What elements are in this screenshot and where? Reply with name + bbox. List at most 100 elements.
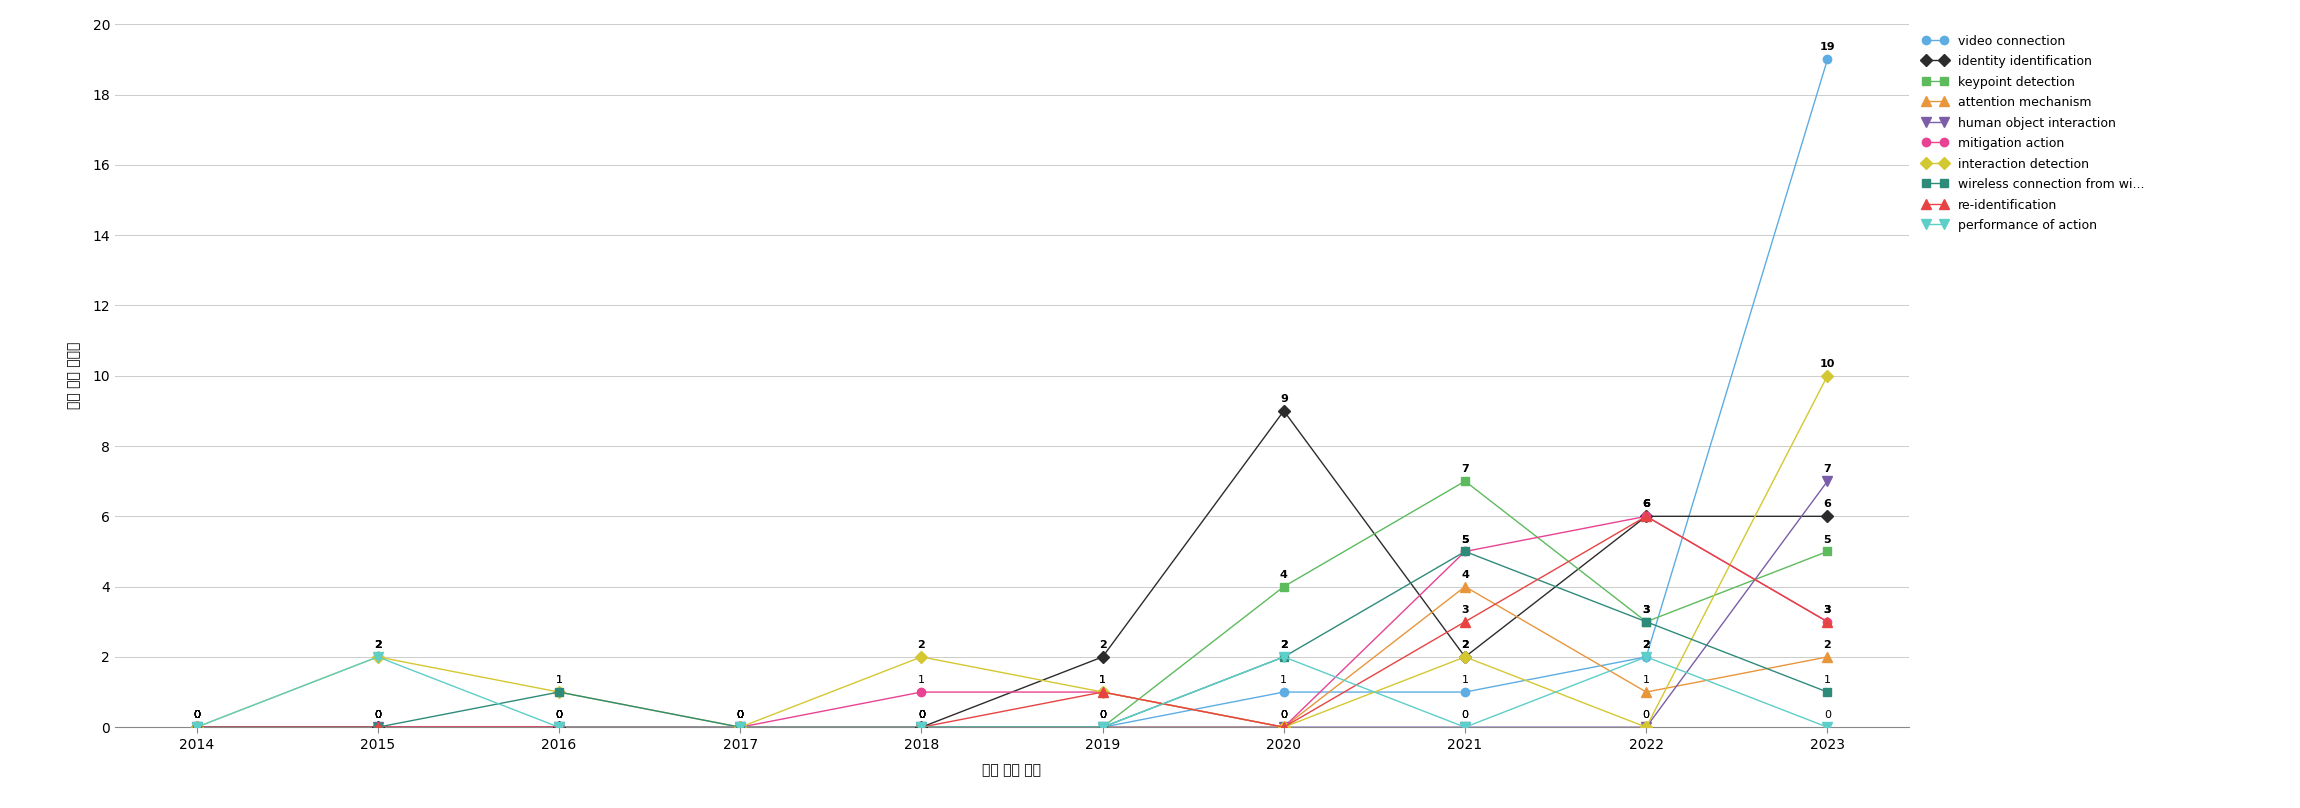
Text: 0: 0	[193, 710, 200, 720]
performance of action	[1270, 652, 1297, 662]
Line: keypoint detection: keypoint detection	[193, 477, 1831, 731]
video connection	[1815, 55, 1842, 65]
Text: 0: 0	[1460, 710, 1467, 720]
wireless connection from wi...	[1633, 617, 1661, 627]
performance of action	[727, 722, 754, 732]
video connection	[363, 722, 391, 732]
keypoint detection	[545, 722, 573, 732]
Text: 0: 0	[918, 710, 925, 720]
Text: 2: 2	[375, 640, 382, 650]
keypoint detection	[1451, 476, 1479, 486]
re-identification	[727, 722, 754, 732]
X-axis label: 특허 발행 연도: 특허 발행 연도	[982, 763, 1042, 776]
identity identification	[182, 722, 209, 732]
attention mechanism	[363, 722, 391, 732]
Text: 10: 10	[1819, 359, 1835, 368]
Text: 1: 1	[557, 675, 564, 685]
performance of action	[363, 652, 391, 662]
Text: 0: 0	[193, 710, 200, 720]
Text: 0: 0	[557, 710, 564, 720]
identity identification	[545, 722, 573, 732]
video connection	[1451, 687, 1479, 696]
Line: human object interaction: human object interaction	[191, 476, 1833, 732]
Text: 0: 0	[193, 710, 200, 720]
wireless connection from wi...	[182, 722, 209, 732]
Text: 1: 1	[918, 675, 925, 685]
keypoint detection	[1088, 722, 1116, 732]
video connection	[545, 722, 573, 732]
Text: 0: 0	[375, 710, 382, 720]
Text: 0: 0	[193, 710, 200, 720]
Legend: video connection, identity identification, keypoint detection, attention mechani: video connection, identity identificatio…	[1918, 31, 2148, 236]
re-identification	[1270, 722, 1297, 732]
Text: 1: 1	[1099, 675, 1106, 685]
performance of action	[908, 722, 936, 732]
Text: 0: 0	[918, 710, 925, 720]
Text: 0: 0	[375, 710, 382, 720]
interaction detection	[545, 687, 573, 696]
Text: 3: 3	[1642, 605, 1649, 615]
video connection	[1270, 687, 1297, 696]
Text: 0: 0	[193, 710, 200, 720]
Text: 6: 6	[1824, 499, 1831, 509]
Text: 2: 2	[375, 640, 382, 650]
identity identification	[1451, 652, 1479, 662]
keypoint detection	[908, 722, 936, 732]
Line: wireless connection from wi...: wireless connection from wi...	[193, 547, 1831, 731]
keypoint detection	[1633, 617, 1661, 627]
Text: 6: 6	[1642, 499, 1649, 509]
Y-axis label: 특허 등록 공개력: 특허 등록 공개력	[67, 342, 80, 410]
Text: 3: 3	[1642, 605, 1649, 615]
identity identification	[1088, 652, 1116, 662]
Text: 0: 0	[557, 710, 564, 720]
Text: 0: 0	[736, 710, 743, 720]
Text: 0: 0	[375, 710, 382, 720]
Text: 0: 0	[1099, 710, 1106, 720]
attention mechanism	[1815, 652, 1842, 662]
Text: 0: 0	[1281, 710, 1288, 720]
identity identification	[1633, 511, 1661, 521]
human object interaction	[1088, 722, 1116, 732]
Text: 2: 2	[1279, 640, 1288, 650]
mitigation action	[1088, 687, 1116, 696]
Text: 0: 0	[375, 710, 382, 720]
interaction detection	[1633, 722, 1661, 732]
Text: 0: 0	[1281, 710, 1288, 720]
Text: 1: 1	[1099, 675, 1106, 685]
Text: 1: 1	[557, 675, 564, 685]
wireless connection from wi...	[908, 722, 936, 732]
Text: 3: 3	[1824, 605, 1831, 615]
re-identification	[908, 722, 936, 732]
Text: 2: 2	[1642, 640, 1649, 650]
Text: 2: 2	[1099, 640, 1106, 650]
Text: 0: 0	[1281, 710, 1288, 720]
Text: 0: 0	[375, 710, 382, 720]
re-identification	[1088, 687, 1116, 696]
performance of action	[545, 722, 573, 732]
interaction detection	[1270, 722, 1297, 732]
interaction detection	[1451, 652, 1479, 662]
Text: 2: 2	[1279, 640, 1288, 650]
mitigation action	[363, 722, 391, 732]
wireless connection from wi...	[363, 722, 391, 732]
human object interaction	[1633, 722, 1661, 732]
Text: 2: 2	[1824, 640, 1831, 650]
interaction detection	[1815, 371, 1842, 381]
human object interaction	[1270, 722, 1297, 732]
wireless connection from wi...	[727, 722, 754, 732]
Text: 0: 0	[1642, 710, 1649, 720]
Text: 0: 0	[918, 710, 925, 720]
video connection	[727, 722, 754, 732]
wireless connection from wi...	[545, 687, 573, 696]
Text: 0: 0	[557, 710, 564, 720]
video connection	[182, 722, 209, 732]
Text: 9: 9	[1279, 394, 1288, 404]
keypoint detection	[727, 722, 754, 732]
wireless connection from wi...	[1815, 687, 1842, 696]
Text: 0: 0	[736, 710, 743, 720]
Text: 0: 0	[918, 710, 925, 720]
Text: 0: 0	[918, 710, 925, 720]
re-identification	[363, 722, 391, 732]
human object interaction	[363, 722, 391, 732]
identity identification	[1815, 511, 1842, 521]
